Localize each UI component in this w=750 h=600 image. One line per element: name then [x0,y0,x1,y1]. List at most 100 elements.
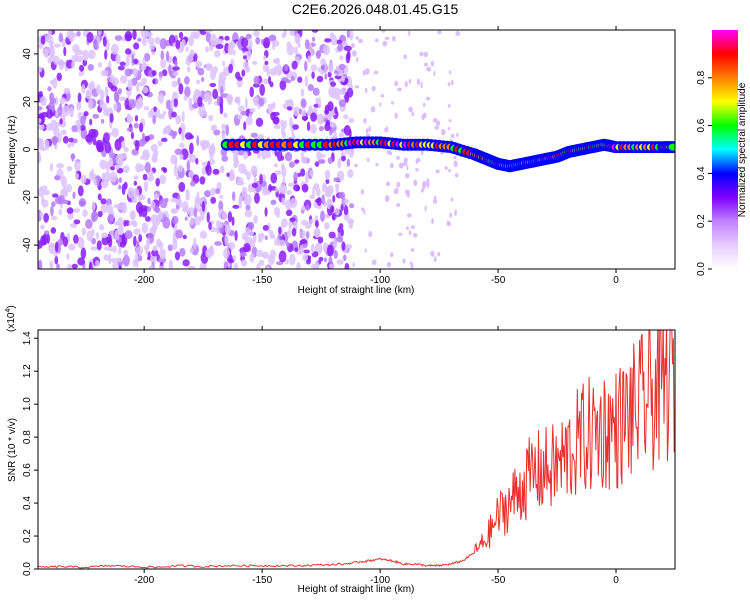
heatmap-noise-cell [408,30,411,37]
heatmap-noise-cell [212,88,219,100]
heatmap-noise-cell [100,119,105,124]
heatmap-noise-cell [326,244,334,257]
heatmap-noise-cell [67,263,72,269]
heatmap-noise-cell [408,106,414,113]
heatmap-noise-cell [396,155,400,160]
heatmap-noise-cell [432,198,438,204]
heatmap-noise-cell [365,133,371,138]
heatmap-noise-cell [199,176,206,185]
heatmap-noise-cell [66,165,73,172]
heatmap-noise-cell [321,194,325,205]
heatmap-noise-cell [53,43,61,48]
heatmap-noise-cell [394,80,399,87]
heatmap-noise-cell [96,174,100,187]
heatmap-noise-cell [82,209,88,218]
heatmap-noise-cell [204,30,213,33]
heatmap-noise-cell [382,40,388,47]
heatmap-noise-cell [275,170,282,176]
heatmap-noise-cell [128,220,133,226]
heatmap-noise-cell [83,111,89,117]
heatmap-noise-cell [162,167,168,173]
heatmap-noise-cell [123,181,128,190]
heatmap-noise-cell [141,77,147,85]
heatmap-noise-cell [171,215,179,225]
heatmap-noise-cell [224,35,230,41]
heatmap-noise-cell [297,172,302,177]
heatmap-noise-cell [219,165,225,174]
heatmap-noise-cell [373,70,379,75]
heatmap-noise-cell [286,229,292,238]
heatmap-noise-cell [294,46,298,55]
heatmap-noise-cell [371,85,376,92]
heatmap-noise-cell [247,221,255,230]
heatmap-noise-cell [76,100,82,111]
heatmap-noise-cell [275,57,280,65]
heatmap-noise-cell [110,257,117,263]
heatmap-noise-cell [317,67,322,73]
heatmap-noise-cell [117,203,125,211]
heatmap-noise-cell [223,247,230,259]
heatmap-noise-cell [224,234,229,246]
heatmap-noise-cell [164,197,169,203]
heatmap-noise-cell [276,150,283,162]
heatmap-noise-cell [212,124,217,131]
heatmap-noise-cell [250,132,259,138]
heatmap-noise-cell [433,70,436,76]
heatmap-noise-cell [328,231,336,239]
heatmap-noise-cell [247,229,254,237]
heatmap-noise-cell [181,111,185,123]
heatmap-speckle-layer [38,30,461,269]
heatmap-noise-cell [133,122,139,129]
heatmap-noise-cell [137,196,142,202]
heatmap-noise-cell [450,133,455,139]
heatmap-noise-cell [327,109,333,122]
heatmap-noise-cell [170,197,178,203]
heatmap-noise-cell [173,164,179,177]
heatmap-noise-cell [312,186,316,198]
heatmap-noise-cell [115,53,121,65]
heatmap-noise-cell [265,150,272,159]
heatmap-noise-cell [266,265,270,269]
heatmap-noise-cell [227,211,233,223]
heatmap-noise-cell [97,30,102,36]
heatmap-noise-cell [152,223,159,231]
heatmap-noise-cell [283,120,287,129]
heatmap-noise-cell [126,115,133,124]
heatmap-x-axis-label: Height of straight line (km) [298,285,415,296]
heatmap-noise-cell [159,248,166,260]
heatmap-noise-cell [411,111,415,117]
heatmap-y-axis-label: Frequency (Hz) [7,116,18,185]
colorbar-tick-label: 0.2 [696,214,707,228]
heatmap-noise-cell [102,36,107,47]
heatmap-noise-cell [273,124,281,130]
heatmap-noise-cell [191,103,199,109]
heatmap-noise-cell [291,227,297,237]
heatmap-noise-cell [280,119,284,127]
heatmap-y-tick-label: -20 [22,190,33,205]
heatmap-noise-cell [423,51,429,58]
heatmap-noise-cell [299,248,304,253]
heatmap-noise-cell [205,31,212,43]
heatmap-noise-cell [415,160,419,164]
heatmap-noise-cell [174,59,178,67]
heatmap-noise-cell [389,252,394,258]
snr-x-tick-label: -50 [491,575,506,586]
heatmap-noise-cell [138,96,143,107]
heatmap-noise-cell [338,223,344,230]
colorbar-tick-label: 0.8 [696,70,707,84]
heatmap-noise-cell [77,185,84,197]
heatmap-noise-cell [125,48,132,55]
heatmap-noise-cell [168,64,172,76]
heatmap-y-tick-label: 20 [22,96,33,108]
heatmap-noise-cell [117,88,123,94]
heatmap-noise-cell [209,82,217,88]
heatmap-noise-cell [400,163,404,169]
heatmap-noise-cell [408,79,412,84]
heatmap-noise-cell [210,33,217,46]
heatmap-noise-cell [141,207,148,218]
snr-x-ticks: -200 -150 -100 -50 0 [134,326,619,586]
heatmap-noise-cell [143,106,150,111]
heatmap-noise-cell [53,175,61,181]
heatmap-noise-cell [165,99,172,110]
heatmap-noise-cell [301,219,308,226]
